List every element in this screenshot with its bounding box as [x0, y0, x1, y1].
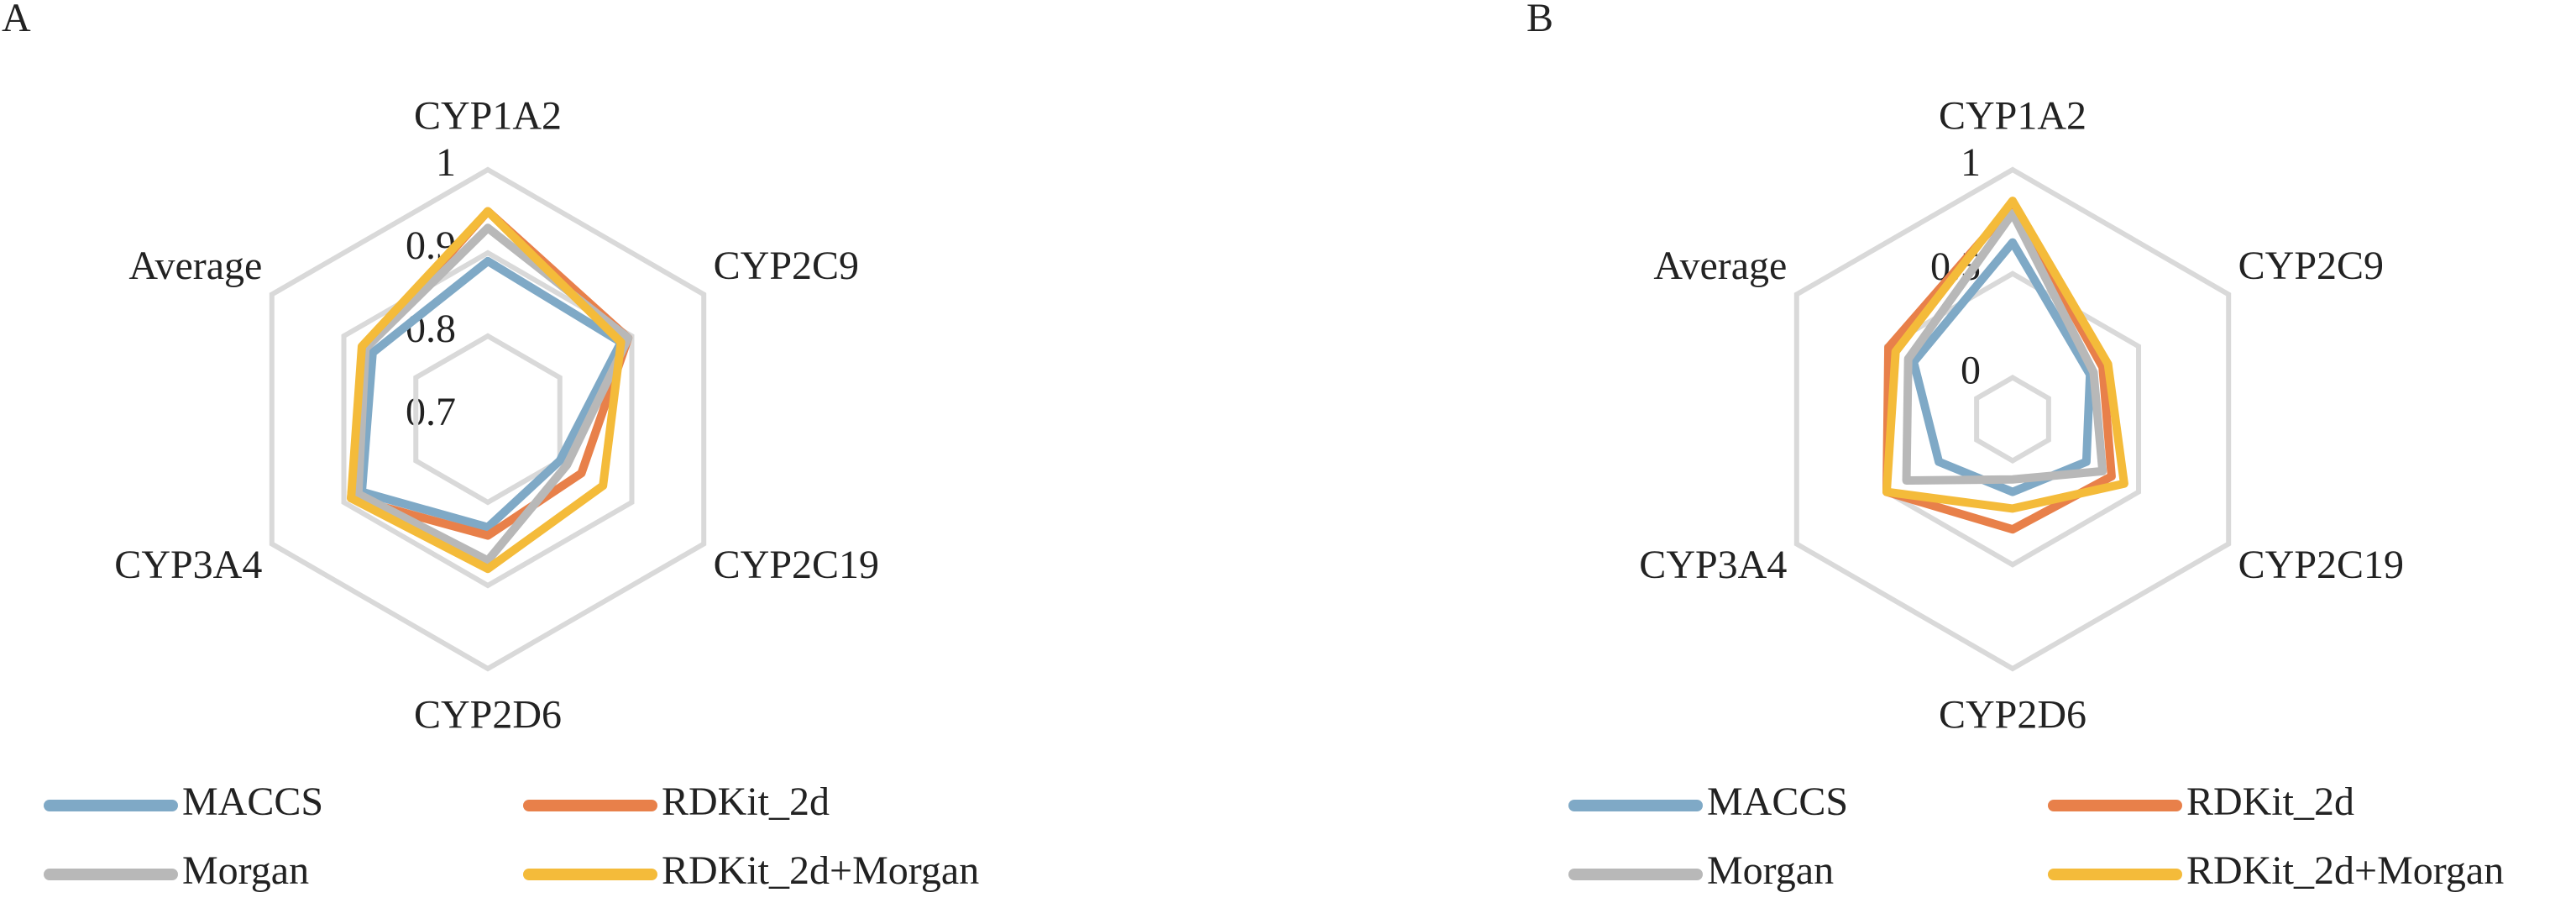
- legend-label: RDKit_2d+Morgan: [2186, 848, 2504, 893]
- panel-label: A: [2, 0, 31, 40]
- axis-label: CYP2C9: [714, 244, 859, 288]
- tick-label: 0.8: [406, 307, 456, 351]
- axis-label: Average: [128, 244, 262, 288]
- axis-label: CYP2D6: [414, 692, 562, 737]
- tick-label: 0: [1961, 349, 1981, 393]
- series-line: [347, 207, 626, 574]
- tick-label: 1: [436, 140, 456, 185]
- legend-label: RDKit_2d: [2186, 780, 2354, 824]
- axis-label: CYP3A4: [114, 543, 262, 587]
- axis-label: CYP2C9: [2238, 244, 2384, 288]
- series-line: [353, 223, 633, 565]
- grid-ring: [413, 333, 563, 506]
- axis-label: CYP2D6: [1939, 692, 2086, 737]
- legend-label: MACCS: [182, 780, 323, 824]
- series-line: [1902, 208, 2107, 486]
- legend-label: Morgan: [182, 848, 309, 893]
- axis-label: CYP2C19: [714, 543, 879, 587]
- grid-ring: [269, 166, 707, 672]
- axis-label: CYP1A2: [414, 94, 562, 139]
- grid-ring: [1974, 375, 2051, 464]
- legend-label: MACCS: [1707, 780, 1848, 824]
- tick-label: 1: [1961, 140, 1981, 185]
- axis-label: CYP3A4: [1639, 543, 1787, 587]
- series-line: [1882, 197, 2128, 513]
- grid-ring: [1793, 166, 2232, 672]
- legend-label: RDKit_2d+Morgan: [662, 848, 979, 893]
- legend-label: Morgan: [1707, 848, 1834, 893]
- axis-label: CYP1A2: [1939, 94, 2086, 139]
- panel-label: B: [1526, 0, 1553, 40]
- legend-label: RDKit_2d: [662, 780, 830, 824]
- series-line: [1882, 201, 2116, 534]
- axis-label: CYP2C19: [2238, 543, 2404, 587]
- tick-label: 0.7: [406, 390, 456, 434]
- axis-label: Average: [1653, 244, 1787, 288]
